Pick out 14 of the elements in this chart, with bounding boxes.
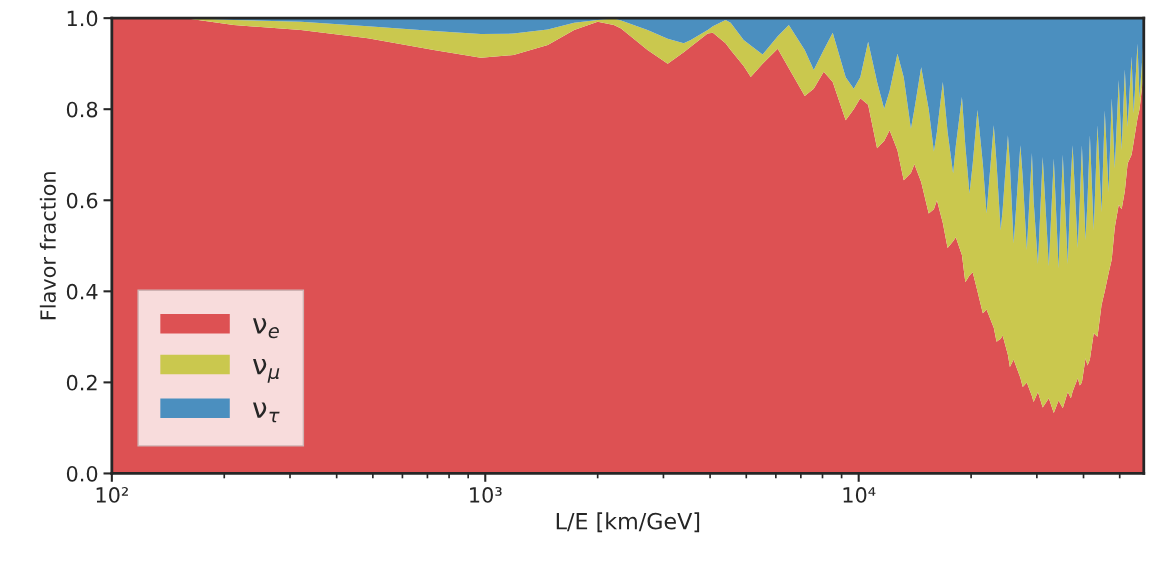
y-tick-label: 0.4 — [66, 283, 98, 300]
x-tick-label: 10³ — [470, 487, 502, 503]
y-axis-title: Flavor fraction — [39, 172, 56, 320]
x-axis-title: L/E [km/GeV] — [556, 512, 700, 533]
legend-label: ν$_{τ}$ — [253, 402, 280, 423]
y-tick-label: 0.6 — [66, 192, 98, 209]
legend-label: ν$_{e}$ — [253, 318, 279, 339]
legend-label: ν$_{μ}$ — [253, 359, 280, 383]
y-tick-label: 0.2 — [66, 374, 97, 391]
x-tick-label: 10⁴ — [843, 487, 876, 503]
y-tick-label: 0.8 — [66, 101, 98, 118]
y-tick-label: 1.0 — [67, 10, 98, 27]
x-tick-label: 10² — [96, 487, 128, 503]
y-tick-label: 0.0 — [66, 465, 98, 482]
